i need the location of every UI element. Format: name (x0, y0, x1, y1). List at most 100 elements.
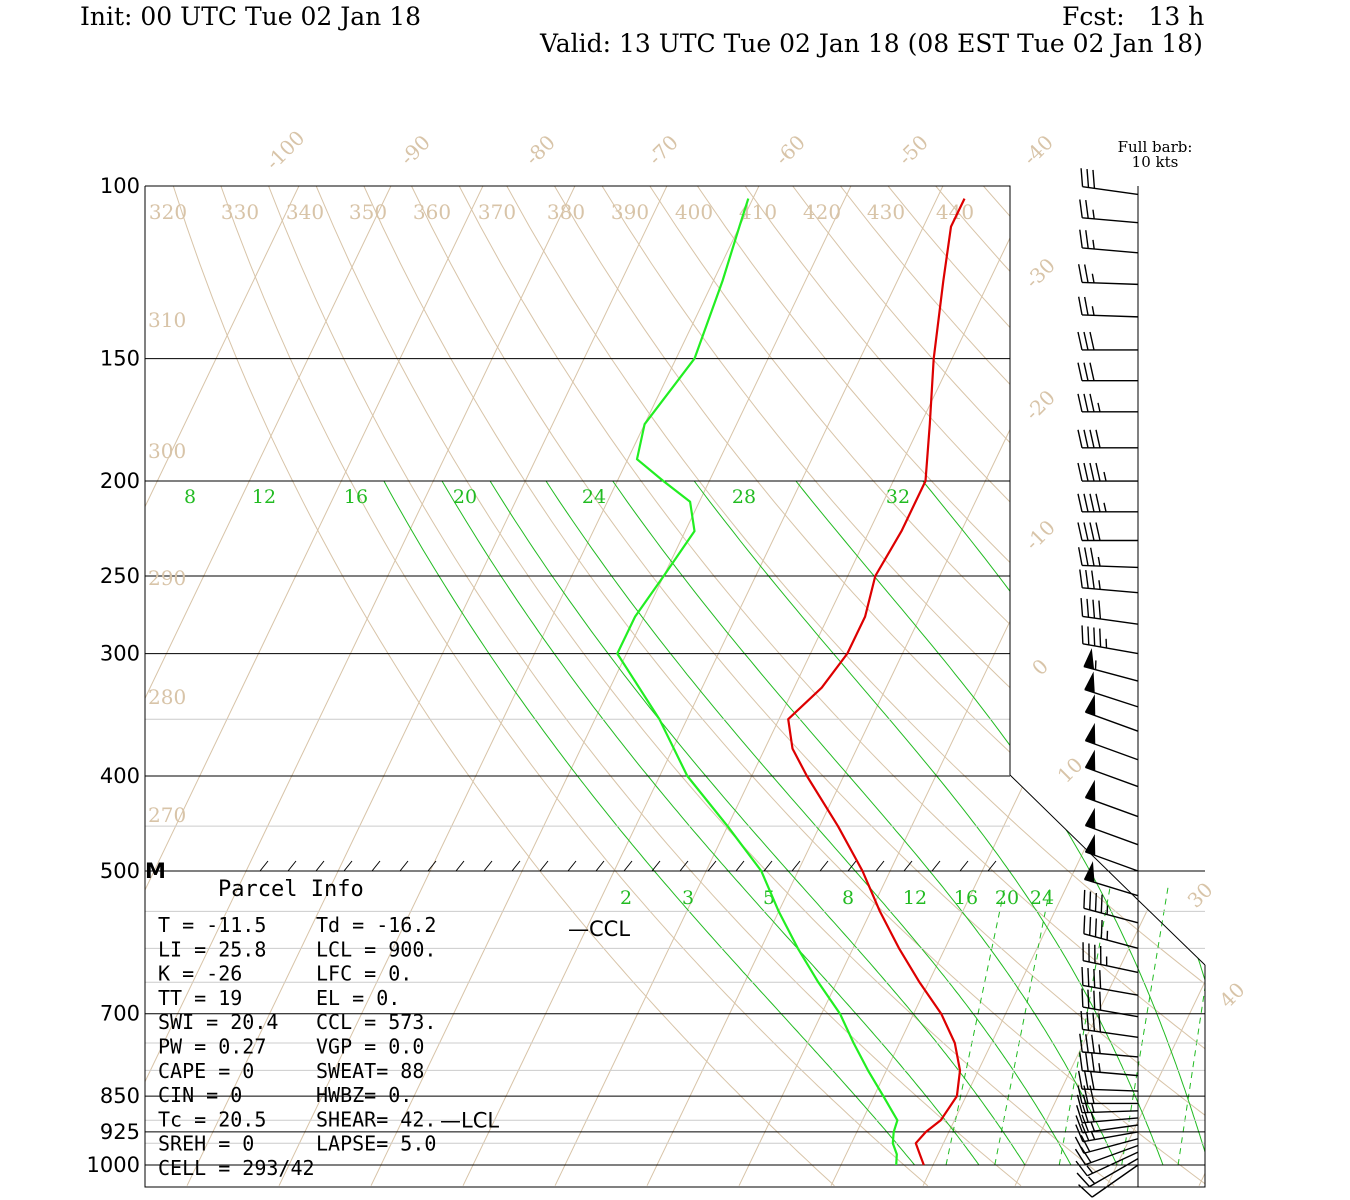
theta-label: 280 (148, 685, 186, 709)
wind-barb (1079, 1052, 1139, 1077)
marker-lcl: —LCL (440, 1108, 499, 1132)
mixing-ratio-label: 20 (995, 887, 1019, 909)
barb-half (1092, 239, 1095, 250)
barb-full (1077, 429, 1083, 448)
barb-full (1083, 296, 1089, 316)
barb-flag (1084, 671, 1095, 693)
barb-full (1094, 892, 1097, 912)
isotherm-line (145, 186, 597, 1186)
isotherm-line (462, 186, 965, 1186)
barb-full (1081, 625, 1084, 644)
valid-time: Valid: 13 UTC Tue 02 Jan 18 (08 EST Tue … (539, 29, 1203, 58)
barb-flag (1084, 694, 1096, 716)
wind-barb (1077, 331, 1138, 351)
wind-barb (1074, 1135, 1139, 1154)
theta-label: 340 (286, 200, 324, 224)
barb-full (1085, 1052, 1089, 1072)
mixing-ratio-line (994, 887, 1051, 1166)
theta-label: 290 (148, 566, 186, 590)
barb-full (1089, 1071, 1095, 1090)
hatch-mark (567, 860, 577, 872)
barb-shaft (1083, 960, 1139, 974)
barb-half (1090, 1112, 1095, 1122)
barb-full (1086, 598, 1090, 618)
hatch-mark (651, 860, 661, 872)
dry-adiabat (1130, 186, 1205, 1187)
parcel-info-value: SREH = 0 (158, 1132, 254, 1156)
dry-adiabat (528, 186, 1205, 1187)
marker-m: M (145, 859, 166, 883)
mixing-ratio-label: 28 (732, 486, 756, 508)
hatch-mark (455, 860, 465, 872)
barb-full (1083, 462, 1089, 482)
barb-shaft (1082, 643, 1139, 655)
frame-outline (144, 185, 1206, 1188)
hatch-mark (903, 860, 913, 872)
dry-adiabat (1083, 186, 1205, 1187)
barb-shaft (1082, 1006, 1139, 1018)
wind-barb (1084, 749, 1139, 788)
barb-shaft (1082, 1051, 1139, 1058)
isotherm-label: -20 (1020, 385, 1060, 425)
wind-barb (1080, 597, 1139, 625)
barb-full (1076, 1172, 1091, 1188)
barb-shaft (1083, 1138, 1139, 1154)
parcel-info-value: Tc = 20.5 (158, 1107, 266, 1131)
wind-barb (1081, 988, 1139, 1018)
barb-full (1075, 1160, 1088, 1177)
theta-label: 270 (148, 803, 186, 827)
wind-barb (1077, 362, 1138, 382)
mixing-ratio-line (1220, 888, 1259, 1165)
parcel-info-value: CAPE = 0 (158, 1059, 254, 1083)
wind-barb (1075, 1151, 1139, 1177)
pressure-label: 1000 (87, 1153, 140, 1177)
hatch-mark (847, 860, 857, 872)
temperature-trace (787, 198, 966, 1166)
isotherm-line (186, 186, 689, 1186)
forecast-hour: Fcst: 13 h (1062, 2, 1204, 31)
barb-full (1099, 946, 1102, 965)
barb-full (1100, 920, 1103, 939)
isotherm-line (830, 186, 1205, 1186)
barb-shaft (1082, 1131, 1139, 1143)
wind-barb (1084, 807, 1139, 846)
isotherm-line (1106, 186, 1205, 1186)
parcel-info-title: Parcel Info (218, 877, 364, 902)
barb-half (1087, 1176, 1096, 1185)
barb-full (1091, 1034, 1095, 1054)
parcel-info-value: TT = 19 (158, 986, 242, 1010)
parcel-info-value: LFC = 0. (316, 962, 412, 986)
mixing-ratio-line (1177, 984, 1205, 1166)
barb-shaft (1082, 984, 1139, 996)
wind-barb (1083, 648, 1139, 682)
mixing-ratio-label: 16 (954, 887, 978, 909)
parcel-info-value: CELL = 293/42 (158, 1156, 315, 1180)
barb-full (1078, 1184, 1093, 1198)
theta-label: 420 (803, 200, 841, 224)
barb-full (1089, 462, 1095, 482)
parcel-info-value: Td = -16.2 (316, 913, 436, 937)
theta-label: 360 (413, 200, 451, 224)
barb-full (1099, 991, 1102, 1011)
parcel-info-value: CCL = 573. (316, 1010, 436, 1034)
parcel-info-value: K = -26 (158, 962, 242, 986)
isotherm-line (1014, 186, 1205, 1186)
barb-full (1076, 1094, 1083, 1113)
parcel-info-panel: Parcel Info T = -11.5LI = 25.8K = -26TT … (158, 877, 436, 1180)
barb-full (1094, 944, 1096, 964)
barb-half (1103, 502, 1107, 512)
barb-full (1077, 393, 1083, 412)
barb-half (1091, 306, 1095, 316)
isotherm-line (922, 186, 1205, 1186)
hatch-mark (931, 860, 941, 872)
mixing-ratio-label: 5 (763, 887, 775, 909)
barb-full (1092, 599, 1096, 619)
wind-barb (1083, 915, 1139, 950)
wind-barbs (1074, 168, 1139, 1198)
barb-full (1077, 1070, 1083, 1090)
dry-adiabat (205, 186, 929, 1187)
barb-full (1089, 331, 1095, 351)
isotherm-label: -100 (261, 126, 310, 175)
barb-full (1081, 1104, 1089, 1123)
barb-full (1095, 522, 1101, 541)
